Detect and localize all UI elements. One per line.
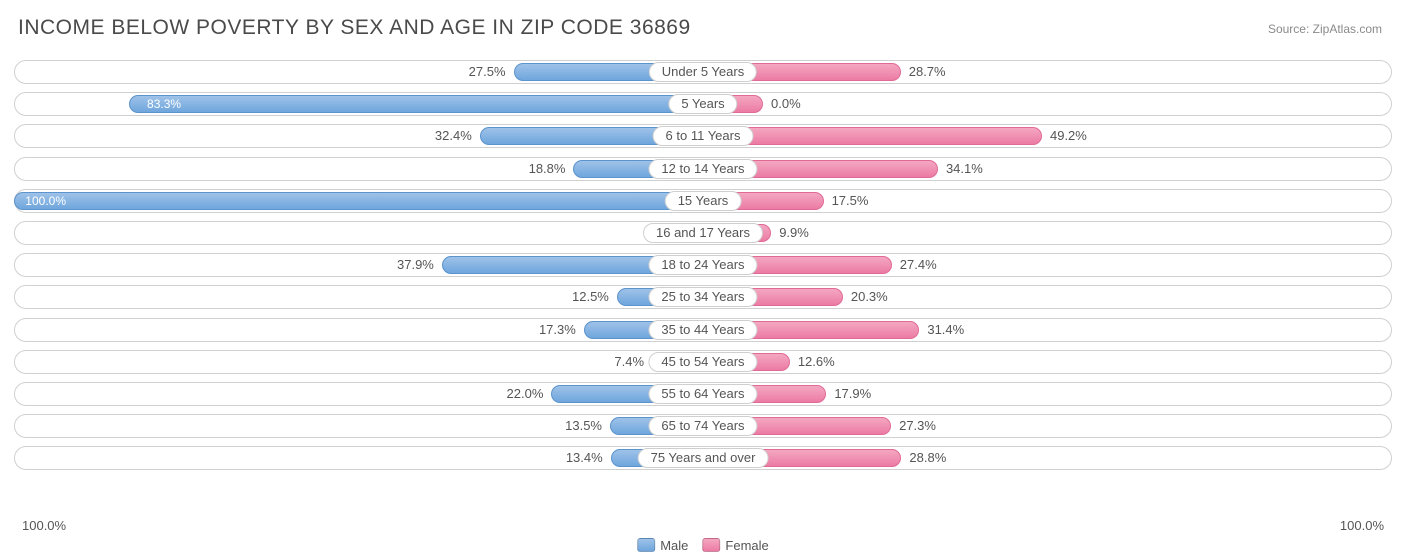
female-pct-label: 12.6%	[798, 354, 835, 369]
male-pct-label: 83.3%	[147, 97, 181, 111]
legend-label-female: Female	[725, 538, 768, 553]
chart-row: 100.0% 17.5% 15 Years	[14, 185, 1392, 217]
chart-row: 12.5% 20.3% 25 to 34 Years	[14, 281, 1392, 313]
male-pct-label: 7.4%	[614, 354, 644, 369]
female-pct-label: 28.8%	[909, 450, 946, 465]
chart-row: 83.3% 0.0% 5 Years	[14, 88, 1392, 120]
chart-title: INCOME BELOW POVERTY BY SEX AND AGE IN Z…	[18, 16, 691, 40]
category-label: 75 Years and over	[638, 448, 769, 468]
female-pct-label: 31.4%	[927, 322, 964, 337]
male-pct-label: 12.5%	[572, 289, 609, 304]
male-bar	[14, 192, 703, 210]
category-label: 18 to 24 Years	[648, 255, 757, 275]
female-pct-label: 27.3%	[899, 418, 936, 433]
chart-row: 17.3% 31.4% 35 to 44 Years	[14, 314, 1392, 346]
category-label: 25 to 34 Years	[648, 287, 757, 307]
chart-row: 18.8% 34.1% 12 to 14 Years	[14, 153, 1392, 185]
category-label: 15 Years	[665, 191, 742, 211]
chart-row: 13.5% 27.3% 65 to 74 Years	[14, 410, 1392, 442]
male-pct-label: 27.5%	[469, 64, 506, 79]
category-label: 5 Years	[668, 94, 737, 114]
chart-area: 27.5% 28.7% Under 5 Years 83.3% 0.0% 5 Years 3…	[14, 56, 1392, 511]
chart-row: 27.5% 28.7% Under 5 Years	[14, 56, 1392, 88]
female-pct-label: 49.2%	[1050, 128, 1087, 143]
legend-item-male: Male	[637, 538, 688, 553]
male-pct-label: 18.8%	[529, 161, 566, 176]
female-pct-label: 28.7%	[909, 64, 946, 79]
legend-swatch-male	[637, 538, 655, 552]
source-attribution: Source: ZipAtlas.com	[1268, 22, 1382, 36]
legend-item-female: Female	[702, 538, 768, 553]
category-label: 65 to 74 Years	[648, 416, 757, 436]
axis-label-left: 100.0%	[22, 518, 66, 533]
female-pct-label: 9.9%	[779, 225, 809, 240]
male-pct-label: 13.4%	[566, 450, 603, 465]
category-label: 12 to 14 Years	[648, 159, 757, 179]
category-label: 16 and 17 Years	[643, 223, 763, 243]
chart-row: 13.4% 28.8% 75 Years and over	[14, 442, 1392, 474]
chart-row: 0.0%9.9%16 and 17 Years	[14, 217, 1392, 249]
legend-swatch-female	[702, 538, 720, 552]
female-bar	[703, 127, 1042, 145]
female-pct-label: 20.3%	[851, 289, 888, 304]
female-pct-label: 17.9%	[834, 386, 871, 401]
male-pct-label: 17.3%	[539, 322, 576, 337]
category-label: 45 to 54 Years	[648, 352, 757, 372]
category-label: 55 to 64 Years	[648, 384, 757, 404]
legend: Male Female	[637, 538, 769, 553]
chart-row: 22.0% 17.9% 55 to 64 Years	[14, 378, 1392, 410]
chart-row: 37.9% 27.4% 18 to 24 Years	[14, 249, 1392, 281]
female-pct-label: 0.0%	[771, 96, 801, 111]
chart-row: 32.4% 49.2% 6 to 11 Years	[14, 120, 1392, 152]
male-bar	[129, 95, 703, 113]
category-label: Under 5 Years	[649, 62, 757, 82]
category-label: 6 to 11 Years	[653, 126, 754, 146]
category-label: 35 to 44 Years	[648, 320, 757, 340]
male-pct-label: 32.4%	[435, 128, 472, 143]
male-pct-label: 37.9%	[397, 257, 434, 272]
male-pct-label: 22.0%	[507, 386, 544, 401]
chart-row: 7.4% 12.6% 45 to 54 Years	[14, 346, 1392, 378]
male-pct-label: 100.0%	[25, 194, 66, 208]
axis-label-right: 100.0%	[1340, 518, 1384, 533]
female-pct-label: 34.1%	[946, 161, 983, 176]
legend-label-male: Male	[660, 538, 688, 553]
female-pct-label: 27.4%	[900, 257, 937, 272]
female-pct-label: 17.5%	[832, 193, 869, 208]
male-pct-label: 13.5%	[565, 418, 602, 433]
